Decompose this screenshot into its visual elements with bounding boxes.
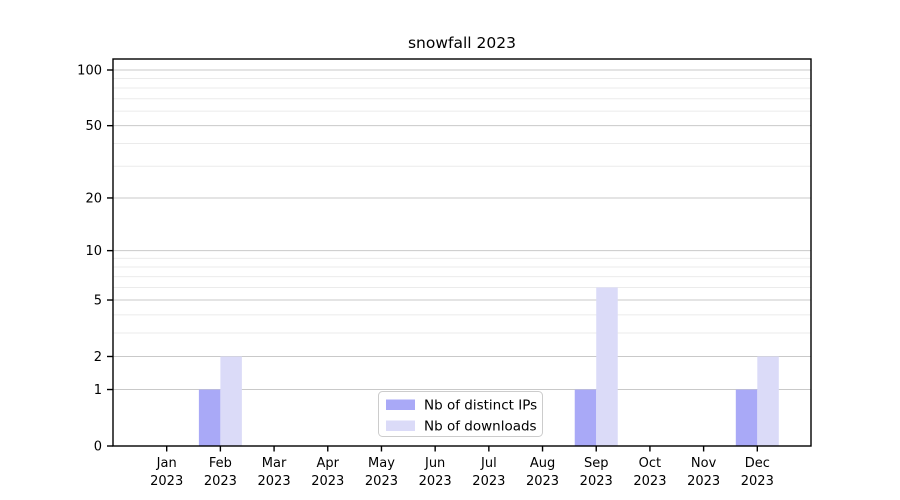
x-tick-label-month: Oct	[639, 456, 661, 471]
x-tick-label-year: 2023	[580, 474, 613, 489]
x-tick-label-year: 2023	[741, 474, 774, 489]
legend-swatch	[386, 399, 415, 410]
y-tick-label: 2	[94, 350, 102, 365]
x-tick-label-year: 2023	[365, 474, 398, 489]
x-tick-label-year: 2023	[633, 474, 666, 489]
x-tick-label-month: Jan	[156, 456, 177, 471]
x-tick-label-month: Nov	[691, 456, 717, 471]
x-tick-label-month: Aug	[530, 456, 555, 471]
legend-swatch	[386, 420, 415, 431]
bar-downloads	[757, 356, 779, 446]
x-tick-label-month: Sep	[584, 456, 609, 471]
bar-distinct-ips	[574, 389, 597, 446]
x-tick-label-year: 2023	[204, 474, 237, 489]
y-tick-label: 50	[85, 119, 102, 134]
x-tick-label-year: 2023	[419, 474, 452, 489]
y-tick-label: 10	[85, 244, 102, 259]
bar-downloads	[220, 356, 242, 446]
x-tick-label-year: 2023	[258, 474, 291, 489]
y-tick-label: 1	[94, 383, 102, 398]
bar-distinct-ips	[198, 389, 221, 446]
x-tick-label-year: 2023	[150, 474, 183, 489]
x-axis-ticks: Jan 2023 Feb 2023 Mar 2023 Apr 2023 May 2023 Jun 20…	[150, 446, 774, 489]
major-gridlines	[113, 69, 811, 391]
x-tick-label-month: Feb	[209, 456, 232, 471]
bar-downloads	[596, 287, 618, 446]
x-tick-label-year: 2023	[311, 474, 344, 489]
plot-frame	[112, 58, 812, 447]
y-tick-label: 100	[77, 64, 102, 79]
x-tick-label-month: May	[368, 456, 395, 471]
y-tick-label: 0	[94, 440, 102, 455]
y-tick-label: 5	[94, 294, 102, 309]
y-axis-ticks: 0 1 2 5 10 20 50 100	[77, 64, 113, 455]
legend-label: Nb of downloads	[424, 419, 537, 435]
legend-box	[378, 391, 543, 437]
y-tick-label: 20	[85, 191, 102, 206]
minor-gridlines	[113, 77, 811, 334]
bars	[198, 287, 779, 446]
bar-distinct-ips	[735, 389, 758, 446]
legend: Nb of distinct IPs Nb of downloads	[378, 391, 543, 437]
legend-label: Nb of distinct IPs	[424, 398, 537, 414]
x-tick-label-year: 2023	[472, 474, 505, 489]
x-tick-label-month: Jul	[480, 456, 497, 471]
x-tick-label-year: 2023	[526, 474, 559, 489]
x-tick-label-month: Mar	[262, 456, 287, 471]
x-tick-label-month: Dec	[745, 456, 770, 471]
x-tick-label-month: Jun	[424, 456, 445, 471]
x-tick-label-year: 2023	[687, 474, 720, 489]
x-tick-label-month: Apr	[317, 456, 340, 471]
chart-title: snowfall 2023	[408, 34, 516, 52]
